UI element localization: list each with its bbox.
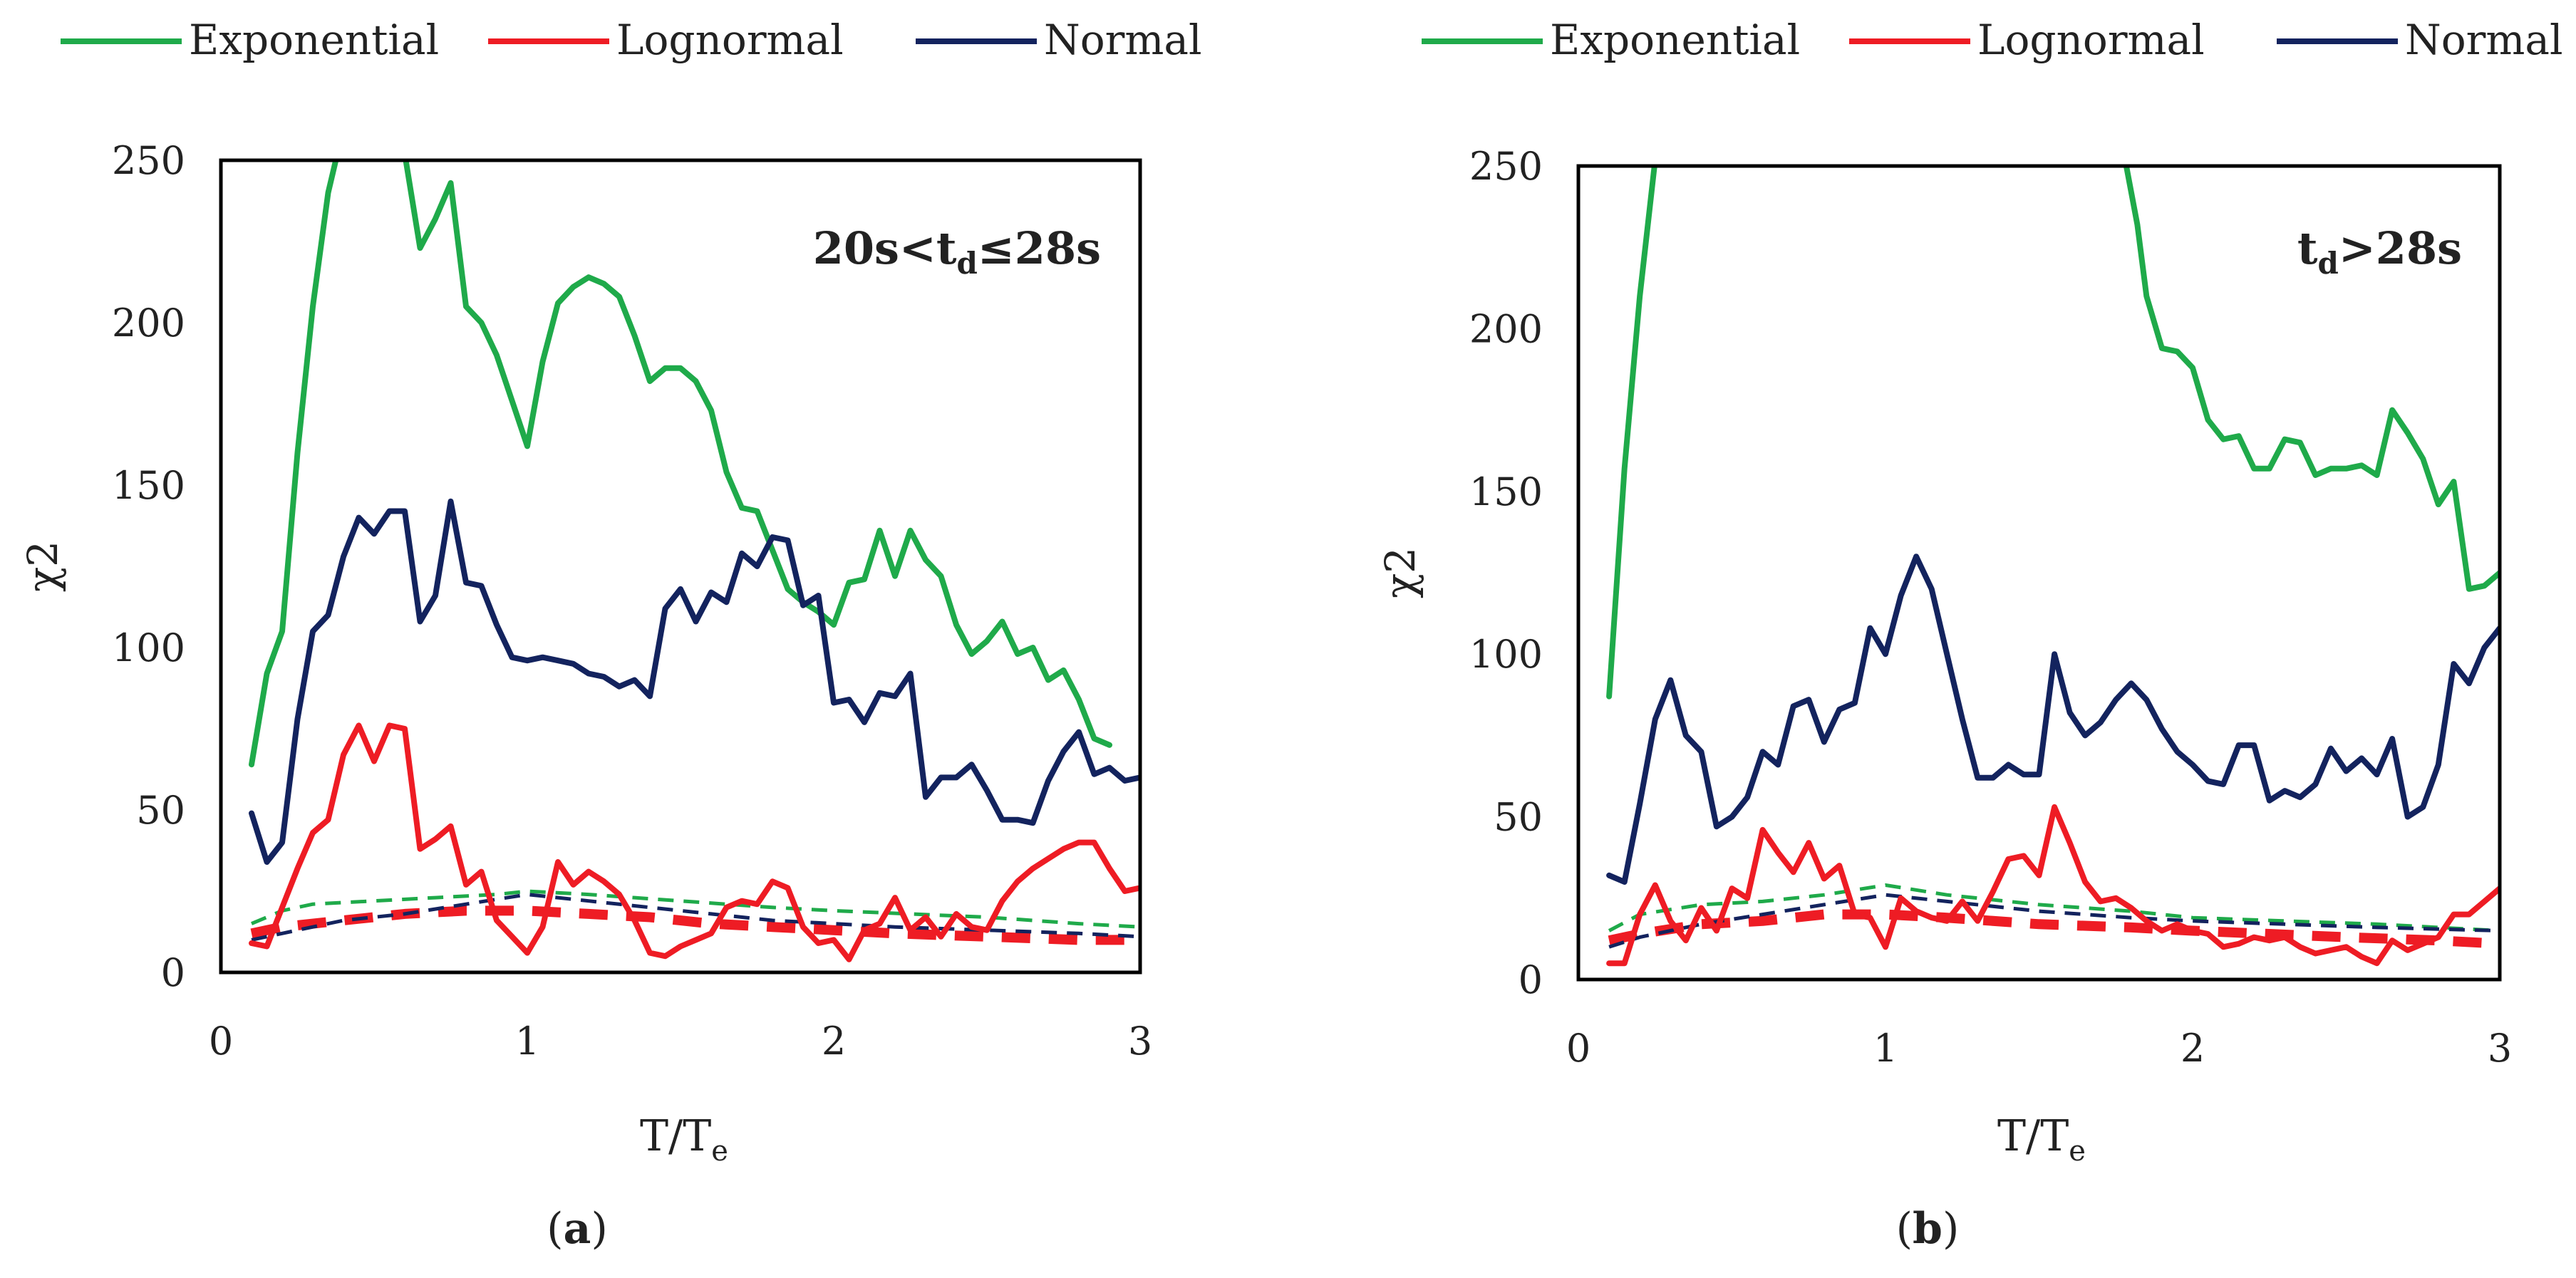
series-group — [1606, 166, 2500, 967]
range-annotation: td>28s — [2297, 222, 2462, 281]
series-line-normal — [249, 498, 1140, 865]
x-axis-label: T/Te — [640, 1111, 728, 1168]
chart-panel-a: Exponential Lognormal Normal 0 50 100 150 200 25… — [19, 16, 1202, 1254]
series-line-exponential-critical — [251, 889, 1140, 929]
legend: Exponential Lognormal Normal — [1422, 16, 2563, 64]
x-tick-label: 2 — [2181, 1026, 2205, 1071]
y-tick-label: 50 — [1494, 795, 1543, 840]
plot-area-frame — [1576, 164, 2502, 982]
legend: Exponential Lognormal Normal — [61, 16, 1202, 64]
panel-label: (a) — [547, 1204, 608, 1254]
series-line-exponential-critical — [1608, 883, 2500, 932]
x-tick-label: 1 — [515, 1019, 539, 1064]
legend-label-exponential: Exponential — [189, 16, 439, 64]
y-tick-label: 200 — [1469, 306, 1543, 351]
y-axis-label: χ2 — [19, 541, 67, 592]
legend-label-lognormal: Lognormal — [616, 16, 844, 64]
y-tick-label: 0 — [1519, 957, 1543, 1002]
legend-label-normal: Normal — [2405, 16, 2563, 64]
series-line-normal-critical — [1608, 893, 2500, 949]
y-tick-label: 150 — [112, 463, 185, 508]
series-line-normal — [1606, 554, 2500, 885]
x-tick-label: 3 — [2488, 1026, 2512, 1071]
x-tick-label: 0 — [1566, 1026, 1590, 1071]
y-tick-label: 150 — [1469, 469, 1543, 514]
x-tick-label: 1 — [1873, 1026, 1898, 1071]
series-line-lognormal — [1606, 804, 2500, 967]
x-tick-label: 0 — [209, 1019, 233, 1064]
x-axis-label: T/Te — [1997, 1111, 2086, 1168]
range-annotation: 20s<td≤28s — [813, 222, 1101, 281]
x-tick-label: 2 — [822, 1019, 846, 1064]
series-line-exponential — [1606, 166, 2500, 700]
y-tick-label: 250 — [1469, 144, 1543, 189]
series-group — [249, 160, 1140, 962]
y-tick-label: 250 — [112, 138, 185, 183]
y-tick-label: 100 — [112, 625, 185, 670]
y-tick-label: 50 — [136, 788, 185, 833]
x-tick-label: 3 — [1128, 1019, 1152, 1064]
plot-area-frame — [219, 158, 1142, 975]
legend-label-lognormal: Lognormal — [1977, 16, 2205, 64]
legend-label-exponential: Exponential — [1550, 16, 1800, 64]
y-tick-label: 200 — [112, 301, 185, 346]
y-tick-label: 100 — [1469, 632, 1543, 677]
series-line-normal-critical — [251, 893, 1140, 942]
chart-panel-b: Exponential Lognormal Normal 0 50 100 150 200 25… — [1376, 16, 2563, 1254]
series-line-lognormal — [249, 722, 1140, 962]
y-tick-label: 0 — [161, 950, 185, 995]
legend-label-normal: Normal — [1044, 16, 1202, 64]
y-axis-label: χ2 — [1376, 547, 1424, 598]
series-line-exponential — [249, 160, 1112, 768]
panel-label: (b) — [1896, 1204, 1960, 1254]
